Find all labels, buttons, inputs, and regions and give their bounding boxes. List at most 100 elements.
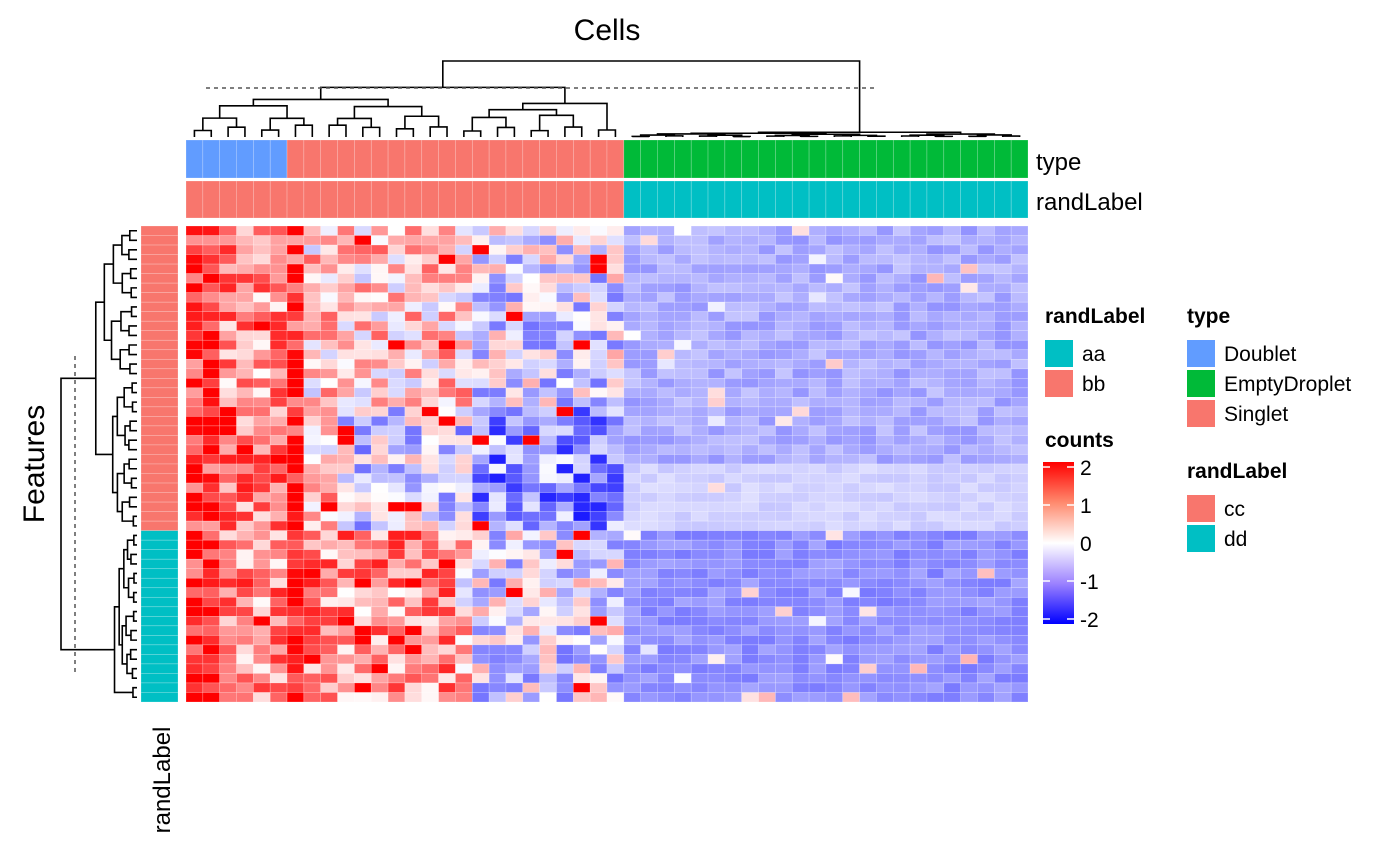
heatmap-cell xyxy=(522,378,540,389)
heatmap-cell xyxy=(421,292,439,303)
heatmap-cell xyxy=(438,492,456,503)
heatmap-cell xyxy=(775,654,793,665)
heatmap-cell xyxy=(202,673,220,684)
heatmap-cell xyxy=(573,644,591,655)
heatmap-cell xyxy=(404,406,423,417)
heatmap-cell xyxy=(808,501,827,512)
heatmap-cell xyxy=(707,282,726,293)
heatmap-cell xyxy=(387,339,406,351)
heatmap-cell xyxy=(337,416,355,427)
heatmap-cell xyxy=(522,254,540,265)
heatmap-cell xyxy=(573,606,591,617)
heatmap-cell xyxy=(960,635,978,646)
heatmap-cell xyxy=(488,358,507,370)
heatmap-cell xyxy=(707,254,726,265)
heatmap-cell xyxy=(623,568,641,579)
annotation-cell-randlabel xyxy=(775,180,793,219)
heatmap-cell xyxy=(994,368,1012,379)
heatmap-cell xyxy=(741,539,759,550)
heatmap-cell xyxy=(943,654,961,665)
heatmap-cell xyxy=(758,511,776,522)
heatmap-cell xyxy=(573,444,591,455)
heatmap-cell xyxy=(253,530,271,541)
heatmap-cell xyxy=(253,520,271,531)
dendrogram-branch xyxy=(665,135,684,137)
heatmap-cell xyxy=(505,463,524,474)
heatmap-cell xyxy=(522,406,540,417)
heatmap-cell xyxy=(606,492,625,503)
heatmap-cell xyxy=(202,568,220,579)
heatmap-cell xyxy=(236,568,254,579)
heatmap-cell xyxy=(455,692,473,703)
heatmap-cell xyxy=(994,339,1012,351)
annotation-cell-type xyxy=(606,139,625,179)
heatmap-cell xyxy=(202,473,220,484)
heatmap-cell xyxy=(943,635,961,646)
heatmap-cell xyxy=(707,235,726,246)
heatmap-cell xyxy=(892,311,911,322)
heatmap-cell xyxy=(370,225,389,236)
heatmap-cell xyxy=(471,682,490,693)
heatmap-cell xyxy=(320,378,338,389)
heatmap-cell xyxy=(370,454,389,465)
heatmap-cell xyxy=(589,673,608,684)
dendrogram-branch xyxy=(129,648,137,660)
heatmap-cell xyxy=(438,663,456,674)
heatmap-cell xyxy=(404,635,423,646)
heatmap-cell xyxy=(1010,568,1029,579)
heatmap-cell xyxy=(674,292,692,303)
heatmap-cell xyxy=(253,692,271,703)
heatmap-cell xyxy=(909,654,928,665)
heatmap-cell xyxy=(556,692,574,703)
heatmap-cell xyxy=(606,225,625,236)
heatmap-cell xyxy=(960,387,978,398)
heatmap-cell xyxy=(303,244,322,255)
heatmap-cell xyxy=(707,568,726,579)
heatmap-cell xyxy=(926,644,945,655)
heatmap-cell xyxy=(404,692,423,703)
heatmap-cell xyxy=(505,273,524,284)
heatmap-cell xyxy=(253,349,271,360)
heatmap-cell xyxy=(859,397,877,408)
heatmap-cell xyxy=(994,501,1012,512)
heatmap-cell xyxy=(690,520,709,531)
heatmap-cell xyxy=(859,673,877,684)
heatmap-cell xyxy=(589,435,608,446)
heatmap-cell xyxy=(623,587,641,598)
dendrogram-branch xyxy=(129,363,137,375)
heatmap-cell xyxy=(758,425,776,436)
heatmap-cell xyxy=(876,501,894,512)
heatmap-cell xyxy=(690,492,709,503)
heatmap-cell xyxy=(269,549,288,560)
heatmap-cell xyxy=(690,397,709,408)
dendrogram-root xyxy=(60,377,115,651)
heatmap-cell xyxy=(337,225,355,236)
heatmap-cell xyxy=(185,425,204,436)
heatmap-cell xyxy=(253,378,271,389)
heatmap-cell xyxy=(758,644,776,655)
heatmap-cell xyxy=(455,539,473,550)
heatmap-cell xyxy=(892,387,911,398)
annotation-cell-randlabel xyxy=(892,180,911,219)
heatmap-cell xyxy=(488,673,507,684)
heatmap-cell xyxy=(775,263,793,274)
heatmap-cell xyxy=(589,520,608,531)
heatmap-cell xyxy=(1010,473,1029,484)
heatmap-cell xyxy=(758,501,776,512)
heatmap-cell xyxy=(977,663,995,674)
heatmap-cell xyxy=(926,301,945,312)
heatmap-cell xyxy=(337,558,355,570)
heatmap-cell xyxy=(892,539,911,550)
heatmap-cell xyxy=(455,663,473,674)
heatmap-cell xyxy=(707,530,726,541)
heatmap-cell xyxy=(253,397,271,408)
heatmap-cell xyxy=(320,368,338,379)
heatmap-cell xyxy=(859,492,877,503)
heatmap-cell xyxy=(977,463,995,474)
heatmap-cell xyxy=(219,263,237,274)
heatmap-cell xyxy=(253,587,271,598)
heatmap-cell xyxy=(185,511,204,522)
heatmap-cell xyxy=(1010,406,1029,417)
heatmap-cell xyxy=(606,587,625,598)
heatmap-cell xyxy=(1010,273,1029,284)
